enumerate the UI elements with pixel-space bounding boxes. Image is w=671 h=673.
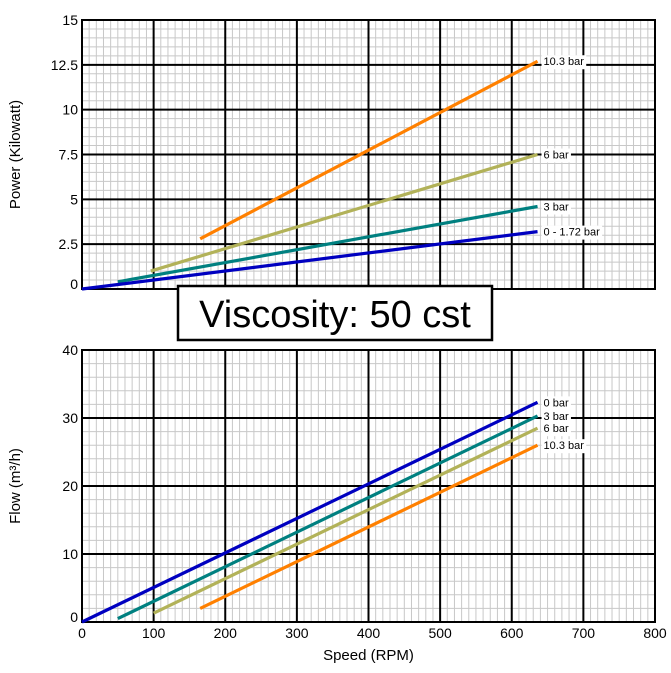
- series-label: 10.3 bar: [544, 440, 585, 452]
- series-line: [117, 204, 538, 284]
- y-tick-label: 12.5: [51, 57, 78, 73]
- banner-box: [176, 284, 494, 342]
- series-label-background: [541, 409, 571, 424]
- series-lines: [81, 59, 539, 291]
- plot-frame: [81, 349, 656, 623]
- series-label: 10.3 bar: [544, 56, 585, 68]
- series-line: [150, 152, 538, 273]
- series-label-background: [541, 148, 571, 163]
- series-label: 0 - 1.72 bar: [544, 227, 601, 239]
- chart-panel-1: 0 2.5 5 7.5 10 12.5 15 Power (Kilowatt) 10.3 bar…: [7, 12, 656, 292]
- y-tick-label: 40: [62, 342, 78, 358]
- series-line: [81, 400, 539, 624]
- series-label-background: [541, 422, 571, 437]
- x-tick-label: 300: [285, 625, 309, 641]
- y-tick-label: 5: [70, 191, 78, 207]
- series-line: [117, 414, 539, 621]
- series-label: 6 bar: [544, 150, 569, 162]
- y-axis-title: Power (Kilowatt): [7, 100, 24, 209]
- series-label-background: [541, 225, 603, 240]
- series-label-background: [541, 396, 571, 411]
- series-label-background: [541, 439, 587, 454]
- series-label: 3 bar: [544, 202, 569, 214]
- series-line: [81, 230, 538, 291]
- series-label-background: [541, 55, 587, 70]
- series-lines: [81, 400, 539, 624]
- series-label-background: [541, 200, 571, 215]
- x-tick-label: 0: [78, 625, 86, 641]
- x-tick-label: 200: [214, 625, 238, 641]
- series-line: [152, 426, 539, 615]
- y-tick-label: 20: [62, 478, 78, 494]
- series-label: 0 bar: [544, 397, 569, 409]
- y-tick-label: 0: [70, 276, 78, 292]
- series-label: 6 bar: [544, 423, 569, 435]
- y-axis-title: Flow (m³/h): [7, 448, 24, 524]
- x-tick-label: 600: [500, 625, 524, 641]
- viscosity-banner: Viscosity: 50 cst: [176, 284, 494, 342]
- y-tick-label: 10: [62, 546, 78, 562]
- y-tick-label: 10: [62, 102, 78, 118]
- series-label: 3 bar: [544, 411, 569, 423]
- x-axis-title: Speed (RPM): [323, 647, 414, 664]
- banner-text: Viscosity: 50 cst: [199, 294, 471, 336]
- y-tick-label: 30: [62, 410, 78, 426]
- series-line: [199, 59, 539, 241]
- y-tick-label: 15: [62, 12, 78, 28]
- y-tick-label: 2.5: [59, 236, 79, 252]
- x-tick-label: 500: [428, 625, 452, 641]
- x-tick-label: 800: [643, 625, 667, 641]
- x-tick-label: 700: [572, 625, 596, 641]
- y-tick-label: 7.5: [59, 147, 79, 163]
- series-line: [199, 443, 539, 610]
- y-tick-label: 0: [70, 609, 78, 625]
- series-labels: 10.3 bar 6 bar 3 bar 0 - 1.72 bar: [541, 55, 603, 240]
- x-tick-label: 400: [357, 625, 381, 641]
- x-tick-label: 100: [142, 625, 166, 641]
